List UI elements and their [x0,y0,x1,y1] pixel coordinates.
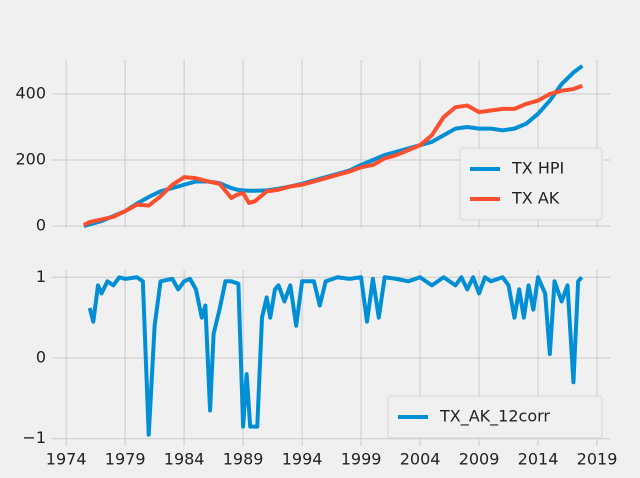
x-tick-label: 1979 [105,450,146,469]
x-tick-label: 1994 [282,450,323,469]
x-tick-label: 1974 [46,450,87,469]
legend-label: TX HPI [511,159,564,178]
legend-label: TX_AK_12corr [439,407,550,427]
series-line [82,83,583,227]
x-tick-label: 2019 [577,450,618,469]
y-tick-label: 200 [15,150,46,169]
legend-box [387,395,603,439]
y-tick-label: 0 [36,348,46,367]
x-tick-label: 2004 [400,450,441,469]
x-tick-label: 1999 [341,450,382,469]
legend-label: TX AK [511,189,560,208]
series-line [87,275,584,437]
x-tick-label: 2014 [518,450,559,469]
y-tick-label: 1 [36,267,46,286]
legend-box [459,147,603,221]
x-tick-label: 1984 [164,450,205,469]
x-tick-label: 2009 [459,450,500,469]
y-tick-label: −1 [22,428,46,447]
x-tick-label: 1989 [223,450,264,469]
y-tick-label: 0 [36,216,46,235]
y-tick-label: 400 [15,83,46,102]
